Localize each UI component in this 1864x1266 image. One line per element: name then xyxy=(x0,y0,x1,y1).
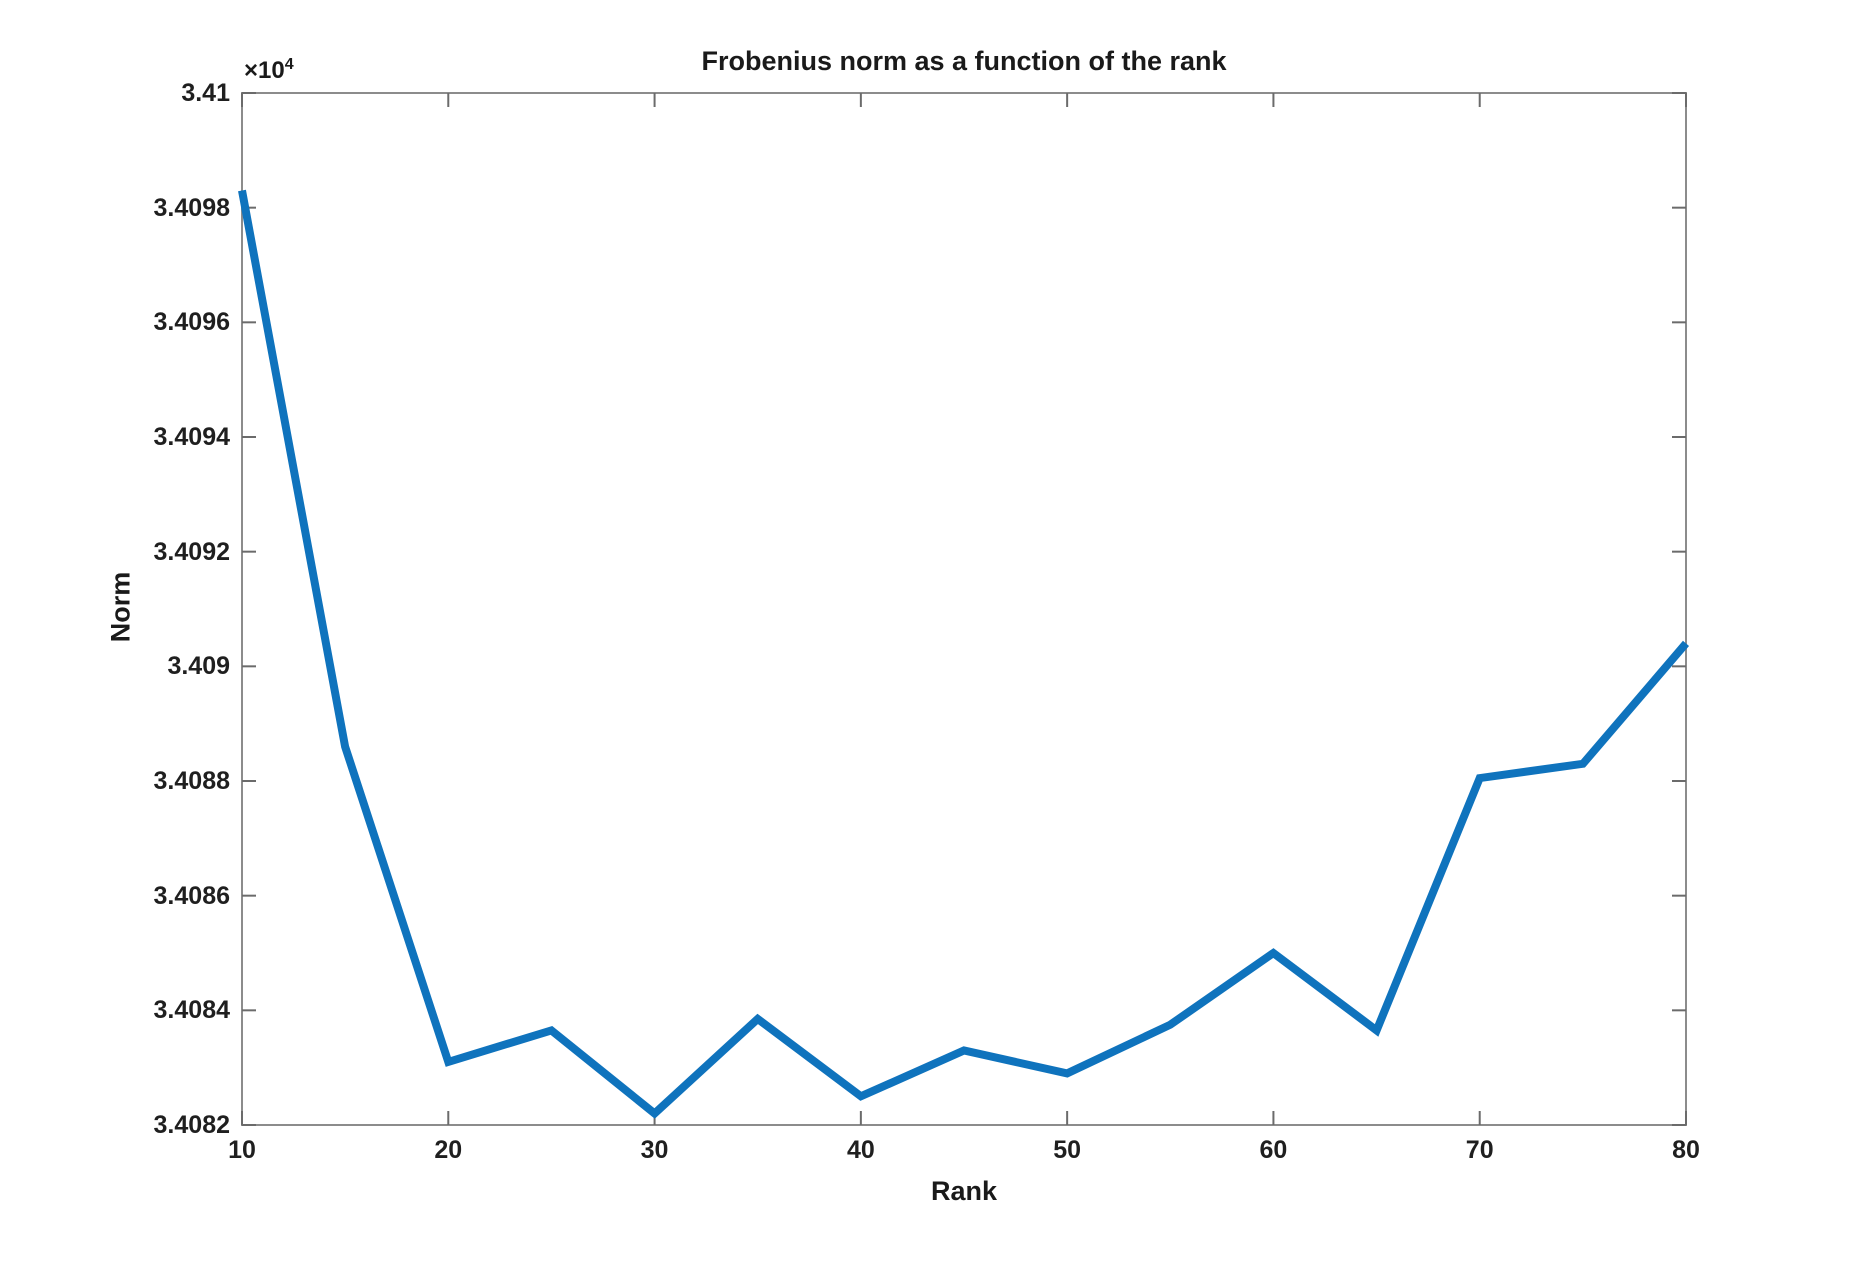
y-tick-label: 3.41 xyxy=(181,79,230,107)
y-axis-exponent: ×104 xyxy=(244,56,294,85)
x-tick-label: 10 xyxy=(228,1136,256,1164)
y-tick-label: 3.4092 xyxy=(153,537,230,566)
x-tick-label: 40 xyxy=(846,1136,875,1164)
chart-title: Frobenius norm as a function of the rank xyxy=(701,46,1227,76)
y-axis-exponent-power: 4 xyxy=(284,56,294,73)
x-tick-label: 70 xyxy=(1465,1136,1494,1164)
tick-marks xyxy=(241,92,1687,1126)
y-tick-label: 3.4098 xyxy=(153,193,230,222)
y-tick-label: 3.4082 xyxy=(153,1111,230,1139)
x-tick-label: 20 xyxy=(434,1136,463,1164)
x-tick-label: 50 xyxy=(1053,1136,1082,1164)
y-axis-label: Norm xyxy=(105,571,136,643)
x-tick-label: 30 xyxy=(640,1136,669,1164)
y-tick-label: 3.4086 xyxy=(153,881,230,910)
x-tick-label: 60 xyxy=(1259,1136,1288,1164)
y-tick-label: 3.4088 xyxy=(153,767,230,795)
y-tick-label: 3.4084 xyxy=(153,996,230,1025)
data-line-series xyxy=(238,189,1690,1119)
x-tick-label: 80 xyxy=(1672,1136,1700,1164)
y-tick-label: 3.4096 xyxy=(153,308,230,337)
y-tick-label: 3.409 xyxy=(167,652,230,681)
y-tick-label: 3.4094 xyxy=(153,423,230,451)
x-axis-label: Rank xyxy=(930,1176,998,1206)
y-axis-exponent-base: ×10 xyxy=(244,57,285,84)
plot-box xyxy=(241,92,1687,1126)
